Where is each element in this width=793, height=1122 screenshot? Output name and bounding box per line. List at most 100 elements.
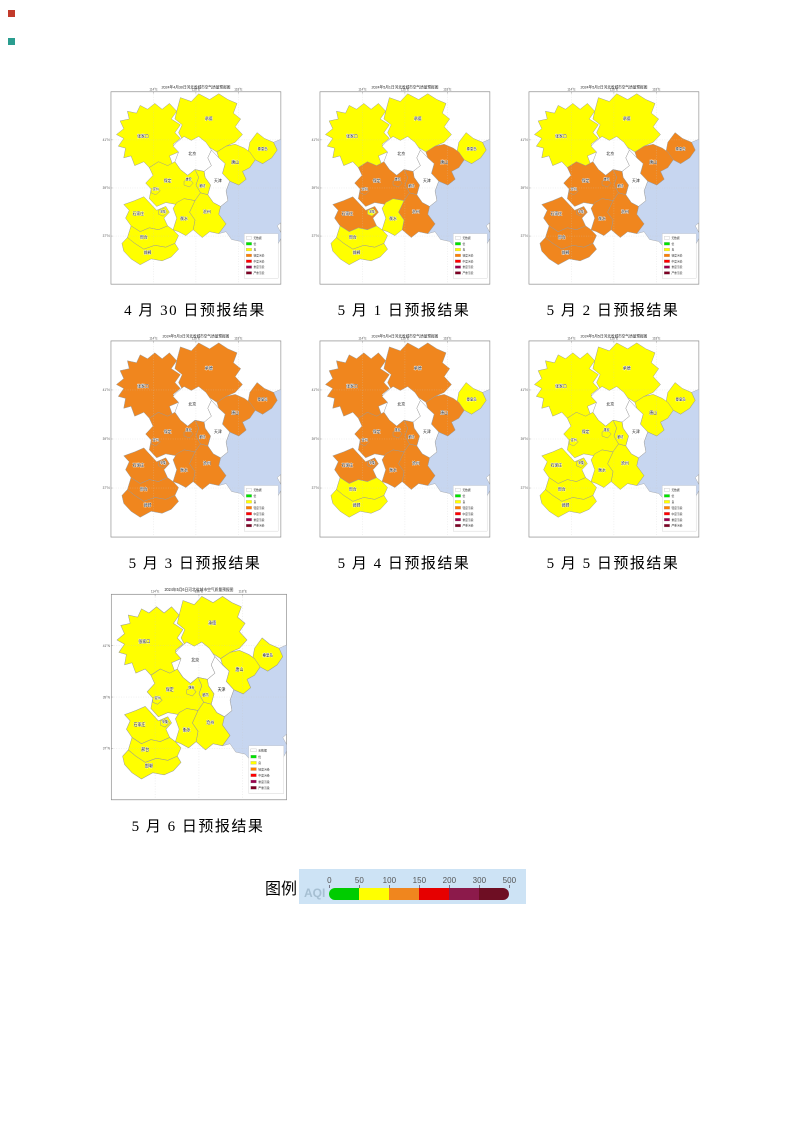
map-legend-swatch [455, 236, 461, 240]
map-legend-label: 重度污染 [253, 265, 264, 269]
map-panel: 2024年5月5日河北省城市空气质量预报图 张家口 承德 北京 秦皇岛 唐山 天津 廊坊 保定 雄… [518, 333, 708, 586]
region-label-xiongan: 雄安 [186, 427, 192, 432]
region-label-qinhuangdao: 秦皇岛 [676, 396, 686, 401]
region-dingzhou [150, 437, 161, 447]
aqi-tick-label: 0 [327, 876, 332, 885]
region-label-tangshan: 唐山 [236, 666, 244, 672]
region-label-hengshui: 衡水 [598, 466, 606, 472]
axis-tick-top: 114°E [151, 590, 160, 594]
region-label-dingzhou: 定州 [362, 437, 368, 442]
region-dingzhou [359, 437, 370, 447]
map-legend-label: 严重污染 [671, 271, 682, 275]
region-xinji [576, 459, 586, 468]
map-legend-label: 轻度污染 [253, 506, 264, 510]
region-label-chengde: 承德 [414, 364, 422, 370]
region-label-shijiazhuang: 石家庄 [551, 462, 563, 468]
map-legend-label: 严重污染 [462, 524, 473, 528]
map-caption: 5 月 1 日预报结果 [337, 303, 471, 319]
axis-tick-left: 39°N [521, 437, 529, 441]
region-label-cangzhou: 沧州 [203, 209, 211, 214]
map-legend-label: 轻度污染 [258, 766, 269, 771]
region-label-xingtai: 邢台 [558, 234, 566, 239]
map-legend-label: 优 [671, 242, 674, 246]
axis-tick-top: 114°E [358, 336, 367, 340]
map-legend-swatch [664, 524, 670, 528]
axis-tick-left: 37°N [521, 486, 529, 490]
region-label-hengshui: 衡水 [389, 216, 397, 221]
map-legend-swatch [664, 500, 670, 504]
maps-row-2: 2024年5月3日河北省城市空气质量预报图 张家口 承德 北京 秦皇岛 唐山 天津 廊坊 保定 雄… [0, 333, 793, 586]
map-panel: 2024年5月2日河北省城市空气质量预报图 张家口 承德 北京 秦皇岛 唐山 天津 廊坊 保定 雄… [518, 84, 708, 333]
map-caption: 4 月 30 日预报结果 [124, 303, 266, 319]
map-legend-swatch [455, 265, 461, 269]
region-handan [121, 489, 179, 518]
region-label-langfang: 廊坊 [199, 183, 206, 188]
map-legend-label: 无数据 [253, 236, 261, 240]
axis-tick-top: 118°E [234, 336, 243, 340]
aqi-tick-mark [509, 885, 511, 888]
axis-tick-top: 116°E [401, 87, 409, 91]
map-legend-swatch [246, 236, 252, 240]
map-legend-label: 严重污染 [258, 785, 269, 790]
region-label-langfang: 廊坊 [199, 434, 206, 439]
map-legend-label: 严重污染 [253, 271, 264, 275]
region-label-baoding: 保定 [582, 428, 590, 434]
region-chengde [177, 596, 248, 659]
region-xiongan [183, 178, 194, 188]
map-title: 2024年5月5日河北省城市空气质量预报图 [581, 333, 648, 338]
region-label-xinji: 辛集 [160, 208, 166, 213]
map-legend-swatch [246, 500, 252, 504]
map-legend-swatch [455, 271, 461, 275]
region-label-xingtai: 邢台 [140, 485, 148, 491]
map-panel: 2024年5月4日河北省城市空气质量预报图 张家口 承德 北京 秦皇岛 唐山 天津 廊坊 保定 雄… [309, 333, 499, 586]
region-chengde [383, 342, 452, 403]
region-handan [121, 237, 179, 265]
map-legend-swatch [455, 248, 461, 252]
axis-tick-top: 116°E [192, 87, 200, 91]
mark-teal [8, 38, 15, 45]
axis-tick-top: 116°E [610, 336, 619, 340]
region-label-beijing: 北京 [397, 151, 405, 156]
region-xiongan [186, 687, 197, 697]
region-label-langfang: 廊坊 [617, 434, 624, 439]
map-legend-label: 严重污染 [253, 524, 264, 528]
region-label-xingtai: 邢台 [558, 485, 566, 491]
region-label-hengshui: 衡水 [180, 216, 188, 221]
axis-tick-top: 114°E [358, 87, 366, 91]
region-handan [330, 489, 388, 518]
region-label-chengde: 承德 [208, 619, 216, 625]
map-legend-label: 优 [462, 494, 465, 498]
axis-tick-top: 118°E [443, 336, 452, 340]
map-title: 2024年5月4日河北省城市空气质量预报图 [372, 333, 439, 338]
region-label-qinhuangdao: 秦皇岛 [467, 146, 477, 151]
region-xinji [158, 459, 168, 468]
region-label-tianjin: 天津 [214, 428, 222, 434]
region-label-xiongan: 雄安 [395, 176, 401, 181]
region-label-xinji: 辛集 [578, 460, 584, 465]
map-legend-label: 严重污染 [671, 524, 682, 528]
aqi-colorbar-scale: 0 50 100 150 200 300 500 [327, 876, 516, 900]
page-content: 2024年4月30日河北省城市空气质量预报图 张家口 承德 北京 秦皇岛 唐山 天津 廊坊 保定… [0, 84, 793, 904]
map-legend-label: 优 [253, 494, 256, 498]
map-legend-swatch [664, 506, 670, 510]
region-label-xiongan: 雄安 [395, 427, 401, 432]
region-label-handan: 邯郸 [145, 762, 153, 768]
region-xiongan [601, 429, 612, 439]
map-legend-label: 无数据 [462, 488, 470, 492]
map-legend-swatch [250, 773, 257, 777]
region-label-xiongan: 雄安 [186, 176, 192, 181]
axis-tick-top: 118°E [234, 87, 242, 91]
region-label-xiongan: 雄安 [188, 685, 194, 690]
axis-tick-left: 37°N [103, 486, 111, 490]
map-legend-label: 轻度污染 [462, 253, 473, 257]
region-dingzhou [359, 186, 370, 196]
region-xiongan [392, 429, 403, 439]
axis-tick-left: 41°N [103, 388, 111, 392]
map-caption: 5 月 2 日预报结果 [546, 303, 680, 319]
map-legend-swatch [664, 253, 670, 257]
